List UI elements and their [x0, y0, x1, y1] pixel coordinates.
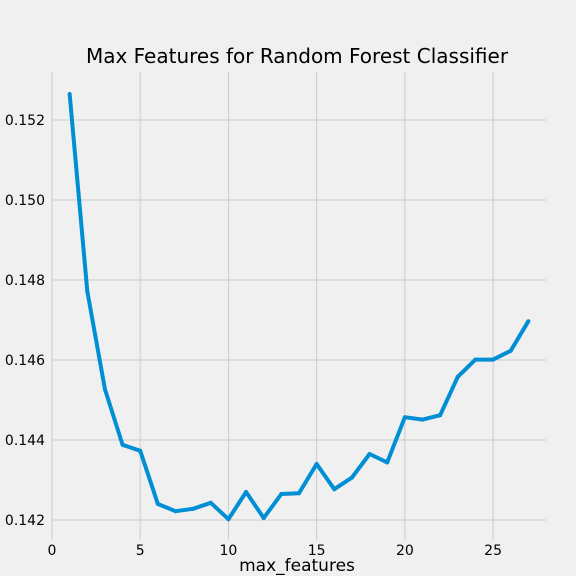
data-point	[509, 349, 513, 353]
x-axis-label: max_features	[239, 556, 355, 576]
data-point	[279, 492, 283, 496]
y-tick-label: 0.150	[5, 193, 45, 209]
data-point	[262, 516, 266, 520]
data-point	[403, 415, 407, 419]
data-point	[491, 358, 495, 362]
data-point	[85, 289, 89, 293]
y-tick-label: 0.152	[5, 113, 45, 129]
data-point	[368, 452, 372, 456]
y-tick-label: 0.142	[5, 513, 45, 529]
data-point	[385, 460, 389, 464]
data-point	[103, 387, 107, 391]
data-point	[121, 443, 125, 447]
chart-title: Max Features for Random Forest Classifie…	[86, 44, 509, 68]
data-point	[438, 413, 442, 417]
data-point	[421, 418, 425, 422]
data-point	[68, 92, 72, 96]
data-point	[191, 507, 195, 511]
y-tick-label: 0.148	[5, 273, 45, 289]
x-tick-label: 10	[220, 543, 238, 559]
x-tick-label: 0	[48, 543, 57, 559]
data-point	[315, 462, 319, 466]
x-tick-label: 25	[484, 543, 502, 559]
data-point	[473, 358, 477, 362]
data-point	[526, 319, 530, 323]
x-tick-label: 20	[396, 543, 414, 559]
data-point	[332, 487, 336, 491]
y-tick-label: 0.144	[5, 433, 45, 449]
data-point	[297, 491, 301, 495]
data-point	[209, 501, 213, 505]
data-point	[174, 509, 178, 513]
y-tick-label: 0.146	[5, 353, 45, 369]
data-point	[156, 502, 160, 506]
x-tick-label: 5	[136, 543, 145, 559]
data-point	[226, 517, 230, 521]
data-point	[244, 490, 248, 494]
data-point	[456, 375, 460, 379]
data-point	[138, 449, 142, 453]
data-point	[350, 476, 354, 480]
